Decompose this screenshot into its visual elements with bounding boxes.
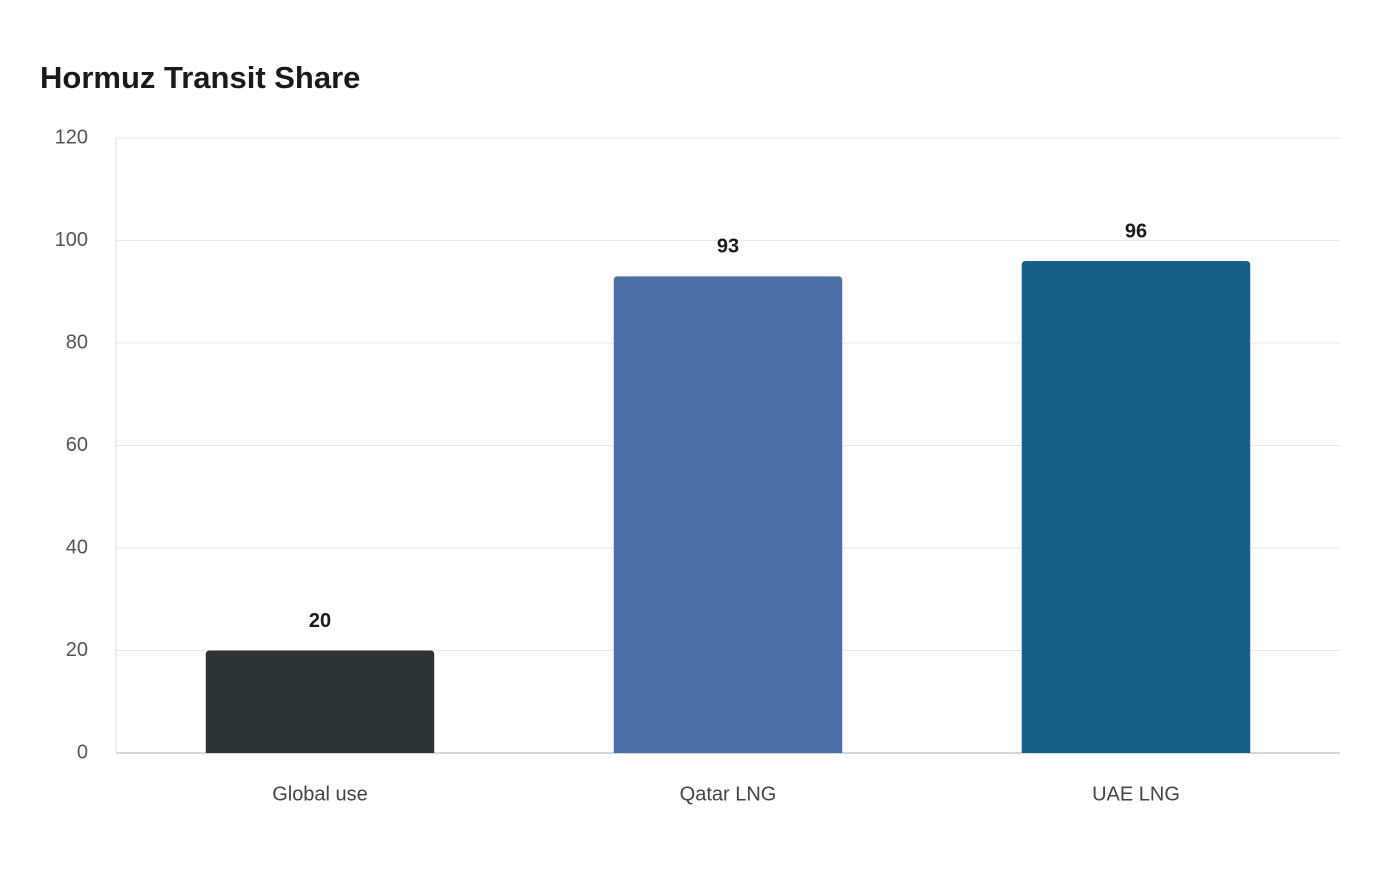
bar bbox=[1021, 261, 1251, 753]
y-tick-label: 120 bbox=[55, 126, 88, 148]
x-tick-label: Qatar LNG bbox=[680, 783, 777, 805]
x-tick-label: UAE LNG bbox=[1092, 783, 1180, 805]
y-tick-label: 80 bbox=[66, 331, 88, 353]
y-tick-label: 20 bbox=[66, 639, 88, 661]
x-tick-label: Global use bbox=[272, 783, 368, 805]
value-label: 93 bbox=[717, 236, 739, 258]
bar bbox=[205, 650, 435, 753]
value-label: 96 bbox=[1125, 220, 1147, 242]
y-tick-label: 100 bbox=[55, 229, 88, 251]
value-label: 20 bbox=[309, 610, 331, 632]
y-tick-label: 40 bbox=[66, 536, 88, 558]
bar bbox=[613, 276, 843, 753]
y-tick-label: 60 bbox=[66, 434, 88, 456]
chart-title: Hormuz Transit Share bbox=[40, 60, 360, 95]
y-tick-label: 0 bbox=[77, 741, 88, 763]
